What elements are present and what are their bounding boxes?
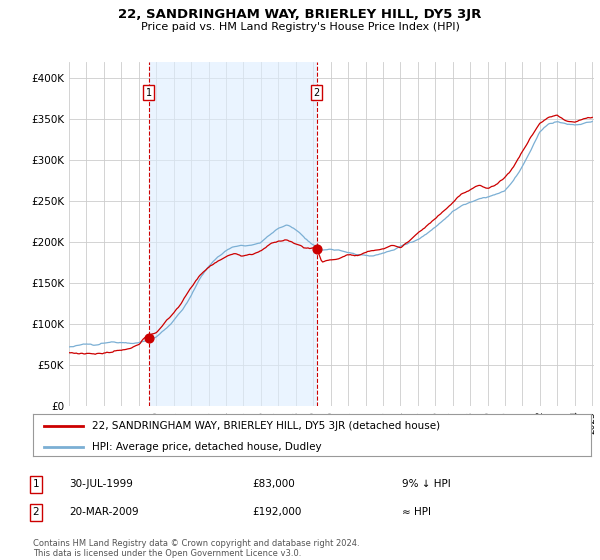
Text: 1: 1 [32,479,40,489]
Text: £192,000: £192,000 [252,507,301,517]
Text: Price paid vs. HM Land Registry's House Price Index (HPI): Price paid vs. HM Land Registry's House … [140,22,460,32]
Text: £83,000: £83,000 [252,479,295,489]
Text: 2: 2 [314,88,320,98]
Text: 2: 2 [32,507,40,517]
Text: ≈ HPI: ≈ HPI [402,507,431,517]
Text: 22, SANDRINGHAM WAY, BRIERLEY HILL, DY5 3JR: 22, SANDRINGHAM WAY, BRIERLEY HILL, DY5 … [118,8,482,21]
Text: 1: 1 [146,88,152,98]
Point [144,333,154,342]
Text: 20-MAR-2009: 20-MAR-2009 [69,507,139,517]
Text: 22, SANDRINGHAM WAY, BRIERLEY HILL, DY5 3JR (detached house): 22, SANDRINGHAM WAY, BRIERLEY HILL, DY5 … [92,421,440,431]
Text: 9% ↓ HPI: 9% ↓ HPI [402,479,451,489]
Text: Contains HM Land Registry data © Crown copyright and database right 2024.
This d: Contains HM Land Registry data © Crown c… [33,539,359,558]
Text: HPI: Average price, detached house, Dudley: HPI: Average price, detached house, Dudl… [92,442,321,452]
Point [312,244,322,253]
Bar [149,62,317,406]
Text: 30-JUL-1999: 30-JUL-1999 [69,479,133,489]
